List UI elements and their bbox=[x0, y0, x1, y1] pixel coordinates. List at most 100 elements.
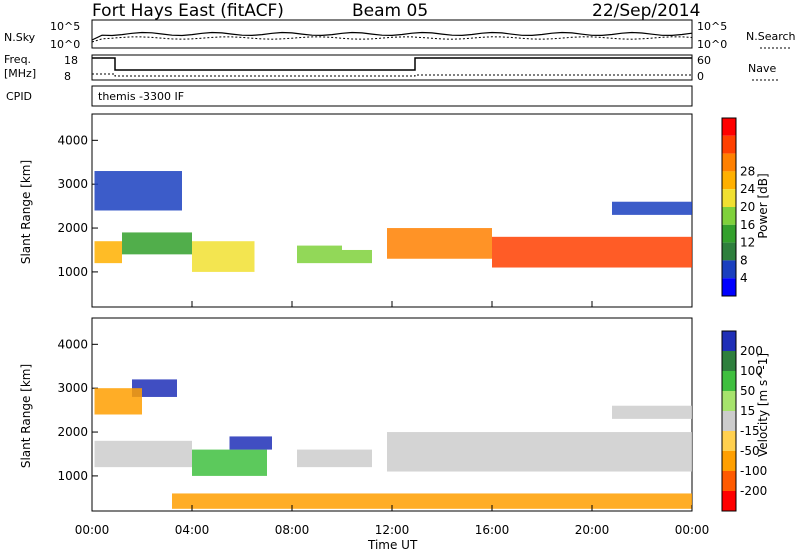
data-region-7 bbox=[612, 405, 692, 419]
colorbar-bin-8 bbox=[722, 260, 736, 279]
noise-sky-line bbox=[91, 31, 693, 41]
time-tick-label-6: 00:00 bbox=[675, 523, 710, 537]
data-region-8 bbox=[172, 493, 692, 509]
noise-search-line bbox=[91, 36, 693, 43]
noise-search-label: N.Search bbox=[746, 30, 796, 43]
colorbar-bin-2 bbox=[722, 153, 736, 172]
colorbar-bin-3 bbox=[722, 171, 736, 190]
time-tick-label-3: 12:00 bbox=[375, 523, 410, 537]
colorbar-bin-1 bbox=[722, 135, 736, 154]
data-region-4 bbox=[387, 432, 692, 472]
velocity-colorbar-label: Velocity [m s^-1] bbox=[756, 353, 770, 457]
freq-line bbox=[92, 57, 692, 71]
data-region-2 bbox=[229, 436, 272, 450]
colorbar-tick-3: 16 bbox=[740, 218, 755, 232]
freq-tick-lo: 8 bbox=[64, 70, 71, 83]
time-tick-label-4: 16:00 bbox=[475, 523, 510, 537]
time-tick-label-2: 08:00 bbox=[275, 523, 310, 537]
colorbar-tick-0: 4 bbox=[740, 271, 748, 285]
velocity-yticks: 1000 2000 3000 4000 bbox=[57, 337, 98, 483]
noise-panel: N.Sky 10^5 10^0 10^5 10^0 N.Search bbox=[4, 19, 796, 51]
noise-tick-lo: 10^0 bbox=[50, 38, 80, 51]
data-region-3 bbox=[297, 449, 372, 468]
colorbar-frame bbox=[721, 117, 737, 297]
data-region-6 bbox=[492, 236, 692, 268]
time-tick-label-5: 20:00 bbox=[575, 523, 610, 537]
colorbar-bin-6 bbox=[722, 224, 736, 243]
colorbar-tick-7: -200 bbox=[740, 484, 767, 498]
y-tick-label-3: 4000 bbox=[57, 133, 88, 147]
colorbar-tick-4: -15 bbox=[740, 424, 760, 438]
colorbar-tick-2: 50 bbox=[740, 384, 755, 398]
colorbar-bin-3 bbox=[722, 391, 736, 411]
nave-tick-hi: 60 bbox=[697, 54, 711, 67]
colorbar-frame bbox=[721, 330, 737, 512]
y-tick-label-0: 1000 bbox=[57, 265, 88, 279]
date-label: 22/Sep/2014 bbox=[592, 1, 700, 21]
power-yticks: 1000 2000 3000 4000 bbox=[57, 133, 98, 279]
power-panel-frame bbox=[91, 113, 693, 308]
noise-panel-frame bbox=[91, 19, 693, 49]
data-region-1 bbox=[122, 232, 192, 255]
velocity-ylabel: Slant Range [km] bbox=[19, 364, 33, 468]
data-region-1 bbox=[192, 449, 267, 476]
noise-sky-label: N.Sky bbox=[4, 31, 36, 44]
power-ylabel: Slant Range [km] bbox=[19, 160, 33, 264]
data-region-5 bbox=[387, 228, 492, 259]
time-tick-label-0: 00:00 bbox=[75, 523, 110, 537]
cpid-row: CPID themis -3300 IF bbox=[6, 85, 693, 107]
data-region-0 bbox=[94, 241, 122, 264]
colorbar-bin-4 bbox=[722, 189, 736, 207]
velocity-panel-frame bbox=[91, 317, 693, 512]
colorbar-bin-5 bbox=[722, 431, 736, 451]
colorbar-bin-1 bbox=[722, 351, 736, 371]
station-title: Fort Hays East (fitACF) bbox=[92, 1, 284, 21]
colorbar-bin-0 bbox=[722, 331, 736, 351]
colorbar-bin-7 bbox=[722, 242, 736, 261]
freq-tick-hi: 18 bbox=[64, 54, 78, 67]
colorbar-bin-4 bbox=[722, 411, 736, 431]
noise-tick-lo-right: 10^0 bbox=[697, 38, 727, 51]
colorbar-bin-0 bbox=[722, 118, 736, 136]
beam-label: Beam 05 bbox=[352, 1, 428, 21]
y-tick-label-0: 1000 bbox=[57, 469, 88, 483]
cpid-frame bbox=[91, 85, 693, 107]
y-tick-label-1: 2000 bbox=[57, 425, 88, 439]
nave-tick-lo: 0 bbox=[697, 70, 704, 83]
colorbar-tick-0: 200 bbox=[740, 344, 763, 358]
colorbar-tick-5: -50 bbox=[740, 444, 760, 458]
cpid-label: CPID bbox=[6, 90, 32, 103]
colorbar-tick-6: -100 bbox=[740, 464, 767, 478]
data-region-2 bbox=[192, 241, 255, 272]
y-tick-label-3: 4000 bbox=[57, 337, 88, 351]
noise-tick-hi-right: 10^5 bbox=[697, 20, 727, 33]
colorbar-bin-6 bbox=[722, 451, 736, 471]
nave-label: Nave bbox=[748, 62, 776, 75]
colorbar-tick-6: 28 bbox=[740, 164, 755, 178]
colorbar-bin-5 bbox=[722, 207, 736, 225]
colorbar-bin-8 bbox=[722, 491, 736, 511]
data-region-5 bbox=[132, 379, 177, 397]
power-colorbar: 4 8 12 16 20 24 28 bbox=[721, 117, 755, 297]
freq-panel: Freq. [MHz] 18 8 60 0 Nave bbox=[4, 53, 778, 83]
power-panel: Slant Range [km] 1000 2000 3000 4000 bbox=[19, 113, 693, 308]
data-region-8 bbox=[612, 201, 692, 215]
colorbar-tick-5: 24 bbox=[740, 182, 755, 196]
velocity-colorbar: 200 100 50 15 -15 -50 -100 -200 bbox=[721, 330, 767, 512]
colorbar-bin-7 bbox=[722, 471, 736, 491]
time-tick-label-1: 04:00 bbox=[175, 523, 210, 537]
freq-units-label: [MHz] bbox=[4, 67, 36, 80]
freq-panel-frame bbox=[91, 54, 693, 81]
y-tick-label-2: 3000 bbox=[57, 381, 88, 395]
colorbar-bin-2 bbox=[722, 371, 736, 391]
nave-line bbox=[92, 73, 692, 77]
data-region-0 bbox=[94, 440, 192, 468]
time-axis: 00:00 04:00 08:00 12:00 16:00 20:00 00:00 bbox=[75, 301, 710, 537]
data-region-7 bbox=[94, 171, 182, 211]
velocity-panel: Slant Range [km] 1000 2000 3000 4000 bbox=[19, 317, 693, 512]
power-colorbar-label: Power [dB] bbox=[756, 173, 770, 238]
colorbar-tick-2: 12 bbox=[740, 236, 755, 250]
colorbar-tick-1: 100 bbox=[740, 364, 763, 378]
colorbar-tick-4: 20 bbox=[740, 200, 755, 214]
